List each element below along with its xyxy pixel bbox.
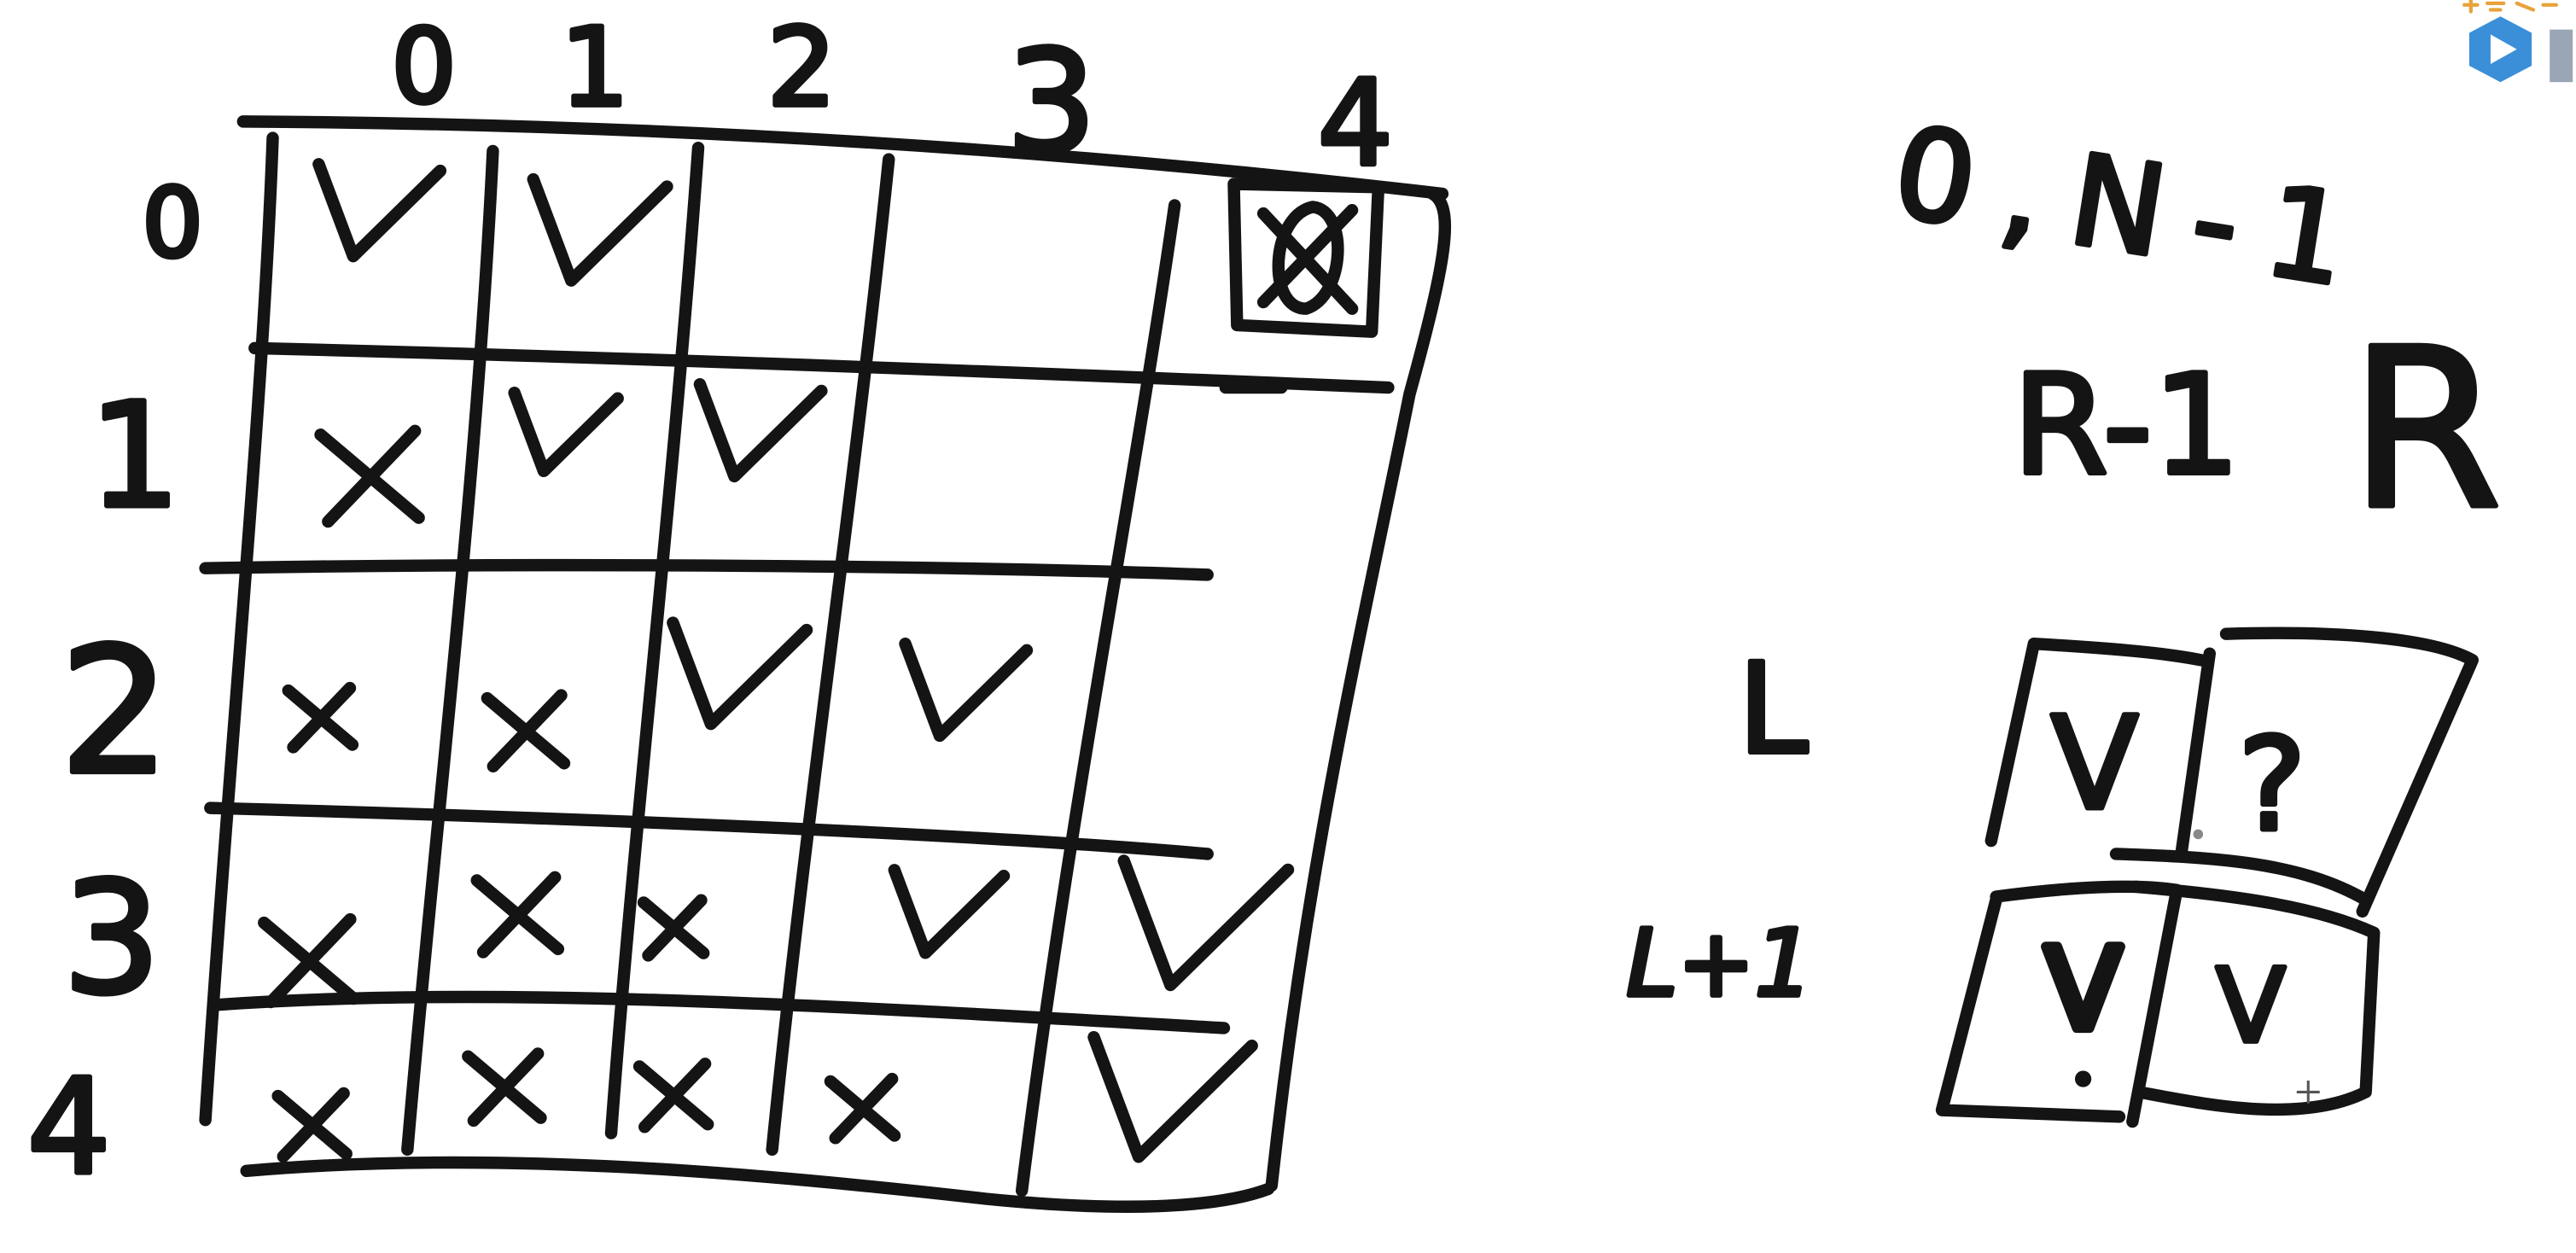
check-stroke [312,158,447,263]
check-stroke [899,637,1034,743]
grid-border-top [236,115,1449,201]
r-note: R [2349,302,2502,558]
ink-dot [2074,1070,2092,1087]
cross-mark-icon [481,689,571,772]
crossed-out-stroke [1227,178,1385,338]
check-stroke [1087,1030,1258,1163]
check-stroke [693,377,828,483]
column-header: 1 [560,4,629,131]
check-stroke [888,864,1011,959]
mini-grid: V ? V V [1935,626,2479,1128]
mini-grid-cell-top-left [1984,637,2216,857]
cross-stroke [467,1047,545,1128]
cross-stroke [277,1087,350,1163]
check-mark-icon [888,864,1011,959]
dp-table: 0 1 2 3 4 0 1 2 3 4 [25,2,1452,1213]
cell-marks [258,158,1385,1163]
column-header: 0 [392,8,457,126]
check-mark-icon [667,616,813,731]
check-mark-icon [899,637,1034,743]
grid-column-divider [401,144,499,1157]
column-header: 4 [1318,54,1393,192]
cross-mark-icon [282,681,359,754]
row-header: 1 [89,372,181,540]
row-header: 2 [60,611,171,813]
cross-stroke [638,1058,712,1134]
cross-mark-icon [470,871,565,959]
r-minus-one-note: R-1 [2013,346,2241,506]
cross-mark-icon [637,894,710,962]
check-stroke [527,172,673,287]
crossed-out-mark-icon [1227,178,1385,338]
check-stroke [508,387,624,478]
grid-row-divider [204,801,1214,860]
check-mark-icon [693,377,828,483]
grid-row-divider [207,990,1231,1034]
cross-mark-icon [271,1087,353,1163]
logo-play-triangle [2490,34,2517,65]
mini-grid-value: V [2051,691,2139,839]
cross-stroke [287,681,357,754]
check-mark-icon [508,387,624,478]
cross-stroke [487,689,568,772]
grid-border-left [199,131,279,1127]
row-header: 3 [62,848,160,1029]
cross-mark-icon [258,912,360,1009]
column-header: 3 [1006,20,1096,185]
cross-stroke [642,894,708,962]
cross-mark-icon [632,1058,714,1134]
grid-column-divider [1015,199,1181,1198]
grid-row-divider [199,558,1214,581]
check-mark-icon [1087,1030,1258,1163]
l-plus-one-note: L+1 [1626,911,1813,1017]
grid-row-divider [248,341,1395,394]
check-mark-icon [1117,854,1295,992]
cross-stroke [322,424,422,528]
check-stroke [667,616,813,731]
ink-dot [2193,829,2204,840]
mini-grid-value: V [2045,924,2122,1054]
range-note: 0,N-1 [1885,100,2387,319]
grid-border-bottom [240,1156,1275,1213]
row-header: 0 [143,168,203,279]
cross-stroke [476,871,562,959]
check-stroke [1117,854,1295,992]
mini-grid-value: ? [2238,712,2306,860]
logo-side-bar [2550,29,2573,83]
cursor-crosshair-icon [2296,1080,2320,1104]
column-header: 2 [767,4,836,131]
row-header: 4 [27,1052,111,1204]
grid-border-right [1265,187,1452,1192]
mini-grid-cell-top-right [2109,626,2479,918]
cross-stroke [265,912,357,1009]
cross-stroke [829,1072,899,1145]
check-mark-icon [527,172,673,287]
l-note: L [1738,637,1808,782]
check-mark-icon [312,158,447,263]
crossed-out-stroke [1272,201,1344,315]
play-cube-icon [2462,0,2573,83]
cross-mark-icon [314,424,425,528]
cross-mark-icon [462,1047,547,1128]
cross-mark-icon [824,1072,901,1145]
mini-grid-cell-bottom-right [2129,880,2381,1116]
logo-lettering [2462,0,2559,14]
mini-grid-value: V [2216,947,2286,1066]
